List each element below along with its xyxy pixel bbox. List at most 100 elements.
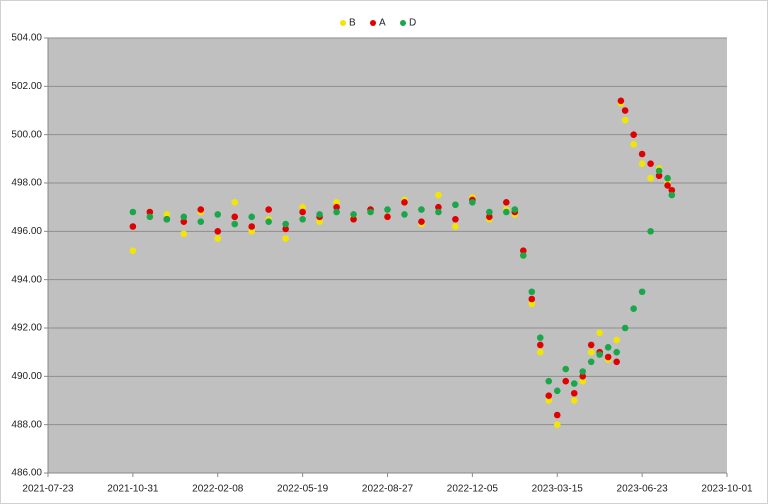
point (528, 295, 536, 303)
point (579, 373, 587, 380)
point (668, 191, 676, 199)
point (282, 220, 289, 228)
point (486, 208, 493, 216)
point (638, 288, 646, 296)
point (129, 208, 137, 216)
point (435, 191, 442, 199)
point (350, 215, 357, 223)
point (333, 208, 340, 216)
point (647, 174, 654, 182)
point (384, 206, 391, 213)
point (163, 211, 171, 218)
point (418, 206, 425, 213)
point (350, 211, 357, 218)
point (536, 341, 544, 349)
legend-label: A (379, 18, 386, 29)
y-tick-label: 496.00 (11, 226, 42, 237)
point (562, 377, 570, 385)
point (333, 203, 340, 211)
point (129, 223, 137, 230)
point (282, 235, 289, 242)
y-tick-label: 502.00 (11, 81, 42, 92)
point (452, 201, 459, 209)
point (570, 397, 578, 404)
point (647, 160, 654, 167)
point (469, 199, 476, 206)
point (435, 208, 442, 216)
point (248, 228, 255, 235)
point (587, 341, 595, 349)
legend-marker (400, 20, 406, 26)
legend-marker (370, 20, 376, 26)
point (163, 215, 171, 223)
plot-area (48, 38, 727, 473)
point (638, 160, 646, 167)
point (579, 377, 587, 385)
point (520, 247, 527, 254)
point (579, 368, 587, 375)
point (452, 215, 459, 223)
point (553, 421, 561, 428)
point (613, 348, 620, 356)
point (129, 247, 137, 254)
y-tick-label: 490.00 (11, 371, 42, 382)
point (545, 377, 553, 385)
point (536, 348, 544, 356)
point (146, 208, 154, 216)
x-tick-label: 2021-07-23 (22, 484, 74, 495)
point (265, 218, 272, 225)
point (621, 107, 629, 114)
point (333, 199, 340, 206)
point (668, 186, 676, 194)
point (545, 397, 553, 404)
point (613, 336, 620, 344)
point (316, 211, 323, 218)
point (265, 206, 272, 213)
y-tick-label: 486.00 (11, 468, 42, 479)
point (604, 344, 612, 351)
point (604, 353, 612, 361)
point (613, 358, 620, 366)
point (587, 348, 595, 356)
point (617, 97, 625, 105)
point (664, 174, 671, 182)
point (384, 213, 391, 221)
point (630, 305, 637, 312)
y-tick-label: 494.00 (11, 274, 42, 285)
point (248, 213, 255, 221)
point (418, 218, 425, 225)
point (486, 213, 493, 221)
point (655, 172, 663, 180)
y-tick-label: 498.00 (11, 178, 42, 189)
x-tick-label: 2022-02-08 (192, 484, 244, 495)
point (528, 288, 536, 296)
x-tick-label: 2021-10-31 (107, 484, 159, 495)
point (214, 228, 222, 235)
point (621, 116, 629, 124)
point (180, 218, 188, 225)
point (180, 213, 188, 221)
point (180, 230, 188, 238)
point (435, 203, 442, 211)
x-tick-label: 2023-10-01 (701, 484, 753, 495)
point (299, 215, 306, 223)
point (553, 387, 561, 395)
x-tick-label: 2022-12-05 (447, 484, 499, 495)
point (570, 380, 578, 387)
y-tick-label: 504.00 (11, 33, 42, 44)
point (231, 220, 239, 228)
point (536, 334, 544, 341)
point (596, 351, 603, 358)
point (621, 324, 629, 332)
y-tick-label: 492.00 (11, 323, 42, 334)
point (638, 150, 646, 158)
point (511, 206, 519, 213)
point (570, 389, 578, 397)
point (282, 225, 289, 233)
y-tick-label: 488.00 (11, 419, 42, 430)
point (630, 141, 637, 148)
point (647, 228, 654, 235)
point (231, 213, 239, 221)
point (299, 203, 306, 211)
x-tick-label: 2023-03-15 (532, 484, 584, 495)
